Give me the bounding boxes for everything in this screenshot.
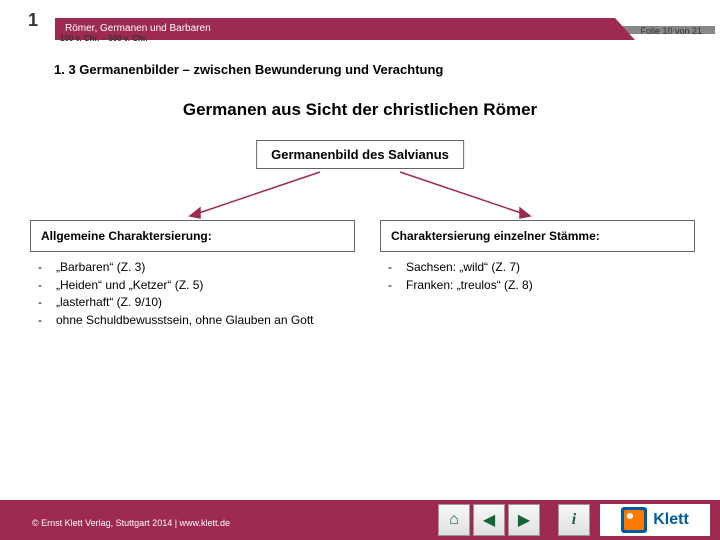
- list-item: „lasterhaft“ (Z. 9/10): [56, 295, 348, 311]
- left-box: Allgemeine Charaktersierung:: [30, 220, 355, 252]
- footer-nav: ⌂ ◀ ▶ i: [438, 504, 590, 536]
- right-list: -Sachsen: „wild“ (Z. 7) -Franken: „treul…: [388, 260, 688, 295]
- slide-counter: Folie 10 von 21: [640, 26, 702, 36]
- list-item: Sachsen: „wild“ (Z. 7): [406, 260, 688, 276]
- home-button[interactable]: ⌂: [438, 504, 470, 536]
- list-item: Franken: „treulos“ (Z. 8): [406, 278, 688, 294]
- prev-icon: ◀: [483, 510, 495, 530]
- left-list: -„Barbaren“ (Z. 3) -„Heiden“ und „Ketzer…: [38, 260, 348, 330]
- copyright: © Ernst Klett Verlag, Stuttgart 2014 | w…: [32, 518, 230, 528]
- list-item: ohne Schuldbewusstsein, ohne Glauben an …: [56, 313, 348, 329]
- right-box: Charaktersierung einzelner Stämme:: [380, 220, 695, 252]
- next-button[interactable]: ▶: [508, 504, 540, 536]
- next-icon: ▶: [518, 510, 530, 530]
- publisher-logo: Klett: [600, 504, 710, 536]
- home-icon: ⌂: [449, 511, 459, 529]
- prev-button[interactable]: ◀: [473, 504, 505, 536]
- list-item: „Barbaren“ (Z. 3): [56, 260, 348, 276]
- right-heading: Charaktersierung einzelner Stämme:: [391, 229, 684, 243]
- info-icon: i: [572, 511, 576, 529]
- logo-text: Klett: [653, 511, 689, 529]
- list-item: „Heiden“ und „Ketzer“ (Z. 5): [56, 278, 348, 294]
- left-heading: Allgemeine Charaktersierung:: [41, 229, 344, 243]
- logo-icon: [621, 507, 647, 533]
- info-button[interactable]: i: [558, 504, 590, 536]
